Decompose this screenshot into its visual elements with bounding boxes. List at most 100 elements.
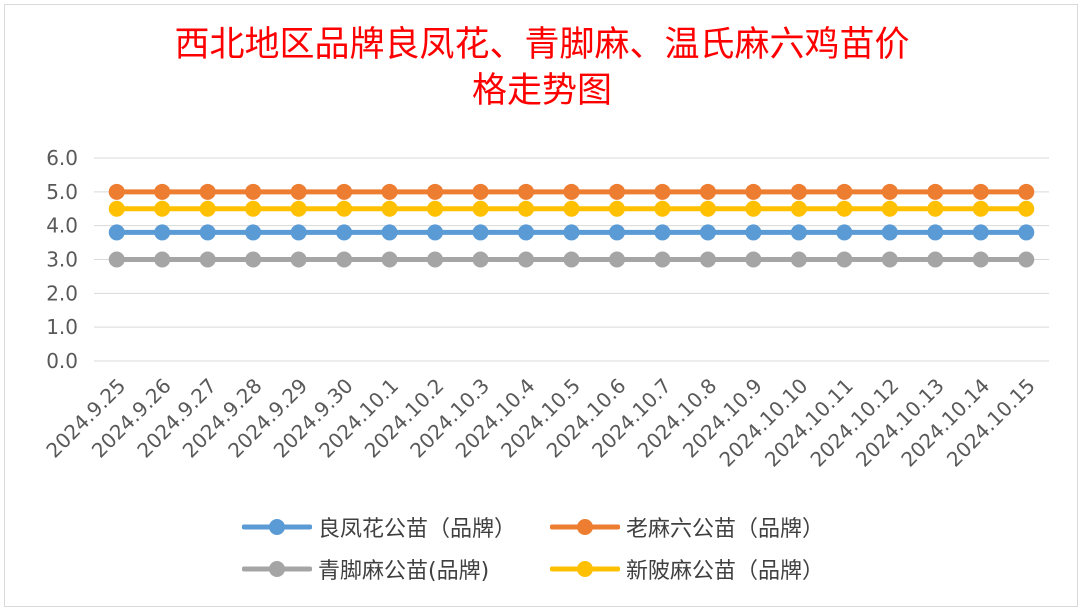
legend-label: 老麻六公苗（品牌） — [626, 517, 825, 542]
data-point — [245, 251, 262, 268]
data-point — [290, 251, 307, 268]
data-point — [1018, 224, 1035, 241]
data-point — [108, 224, 125, 241]
data-point — [927, 251, 944, 268]
data-point — [1018, 251, 1035, 268]
data-point — [245, 200, 262, 217]
data-point — [745, 251, 762, 268]
data-point — [790, 251, 807, 268]
data-point — [654, 183, 671, 200]
data-point — [972, 183, 989, 200]
data-point — [336, 183, 353, 200]
y-tick-label: 5.0 — [46, 180, 78, 204]
data-point — [336, 200, 353, 217]
data-point — [199, 183, 216, 200]
data-point — [790, 224, 807, 241]
data-point — [927, 224, 944, 241]
data-point — [790, 200, 807, 217]
data-point — [518, 200, 535, 217]
data-point — [745, 224, 762, 241]
data-point — [745, 200, 762, 217]
data-point — [699, 200, 716, 217]
data-point — [199, 200, 216, 217]
data-point — [608, 183, 625, 200]
chart-title-line-2: 格走势图 — [471, 71, 612, 111]
data-point — [1018, 200, 1035, 217]
data-point — [381, 251, 398, 268]
legend-label: 良凤花公苗（品牌） — [318, 517, 517, 542]
data-point — [836, 200, 853, 217]
legend-swatch — [550, 561, 620, 577]
data-point — [154, 251, 171, 268]
data-point — [245, 183, 262, 200]
data-point — [381, 200, 398, 217]
data-point — [290, 224, 307, 241]
data-point — [154, 200, 171, 217]
legend-item: 新陂麻公苗（品牌） — [550, 554, 824, 584]
data-point — [608, 224, 625, 241]
data-point — [563, 183, 580, 200]
data-point — [472, 251, 489, 268]
y-tick-label: 6.0 — [46, 146, 78, 170]
y-tick-label: 3.0 — [46, 248, 78, 272]
data-point — [699, 224, 716, 241]
data-point — [654, 200, 671, 217]
data-point — [836, 224, 853, 241]
y-tick-label: 1.0 — [46, 315, 78, 339]
data-point — [381, 224, 398, 241]
data-point — [745, 183, 762, 200]
data-point — [336, 224, 353, 241]
data-point — [654, 251, 671, 268]
data-point — [154, 183, 171, 200]
legend-label: 青脚麻公苗(品牌) — [318, 559, 490, 584]
data-point — [472, 200, 489, 217]
data-point — [927, 200, 944, 217]
legend-swatch — [242, 519, 312, 535]
data-point — [654, 224, 671, 241]
data-point — [427, 251, 444, 268]
data-point — [245, 224, 262, 241]
data-point — [972, 200, 989, 217]
data-point — [472, 224, 489, 241]
data-point — [518, 251, 535, 268]
data-point — [108, 251, 125, 268]
legend-item: 老麻六公苗（品牌） — [550, 512, 824, 542]
data-point — [199, 224, 216, 241]
data-point — [972, 251, 989, 268]
legend-swatch — [550, 519, 620, 535]
data-point — [836, 251, 853, 268]
legend-label: 新陂麻公苗（品牌） — [626, 559, 825, 584]
data-point — [518, 224, 535, 241]
data-point — [563, 224, 580, 241]
data-point — [336, 251, 353, 268]
data-point — [518, 183, 535, 200]
chart-title: 西北地区品牌良凤花、青脚麻、温氏麻六鸡苗价 格走势图 — [0, 22, 1084, 114]
data-point — [427, 224, 444, 241]
data-point — [881, 200, 898, 217]
data-point — [290, 183, 307, 200]
data-point — [472, 183, 489, 200]
y-tick-label: 2.0 — [46, 281, 78, 305]
data-point — [154, 224, 171, 241]
chart-title-line-1: 西北地区品牌良凤花、青脚麻、温氏麻六鸡苗价 — [174, 25, 910, 65]
data-point — [972, 224, 989, 241]
data-point — [1018, 183, 1035, 200]
data-point — [608, 251, 625, 268]
data-point — [699, 183, 716, 200]
data-point — [836, 183, 853, 200]
data-point — [199, 251, 216, 268]
data-point — [881, 251, 898, 268]
data-point — [427, 183, 444, 200]
data-point — [108, 200, 125, 217]
chart-frame — [4, 4, 1078, 607]
data-point — [927, 183, 944, 200]
legend-item: 良凤花公苗（品牌） — [242, 512, 516, 542]
data-point — [881, 183, 898, 200]
data-point — [563, 251, 580, 268]
data-point — [699, 251, 716, 268]
data-point — [608, 200, 625, 217]
data-point — [790, 183, 807, 200]
data-point — [381, 183, 398, 200]
data-point — [881, 224, 898, 241]
